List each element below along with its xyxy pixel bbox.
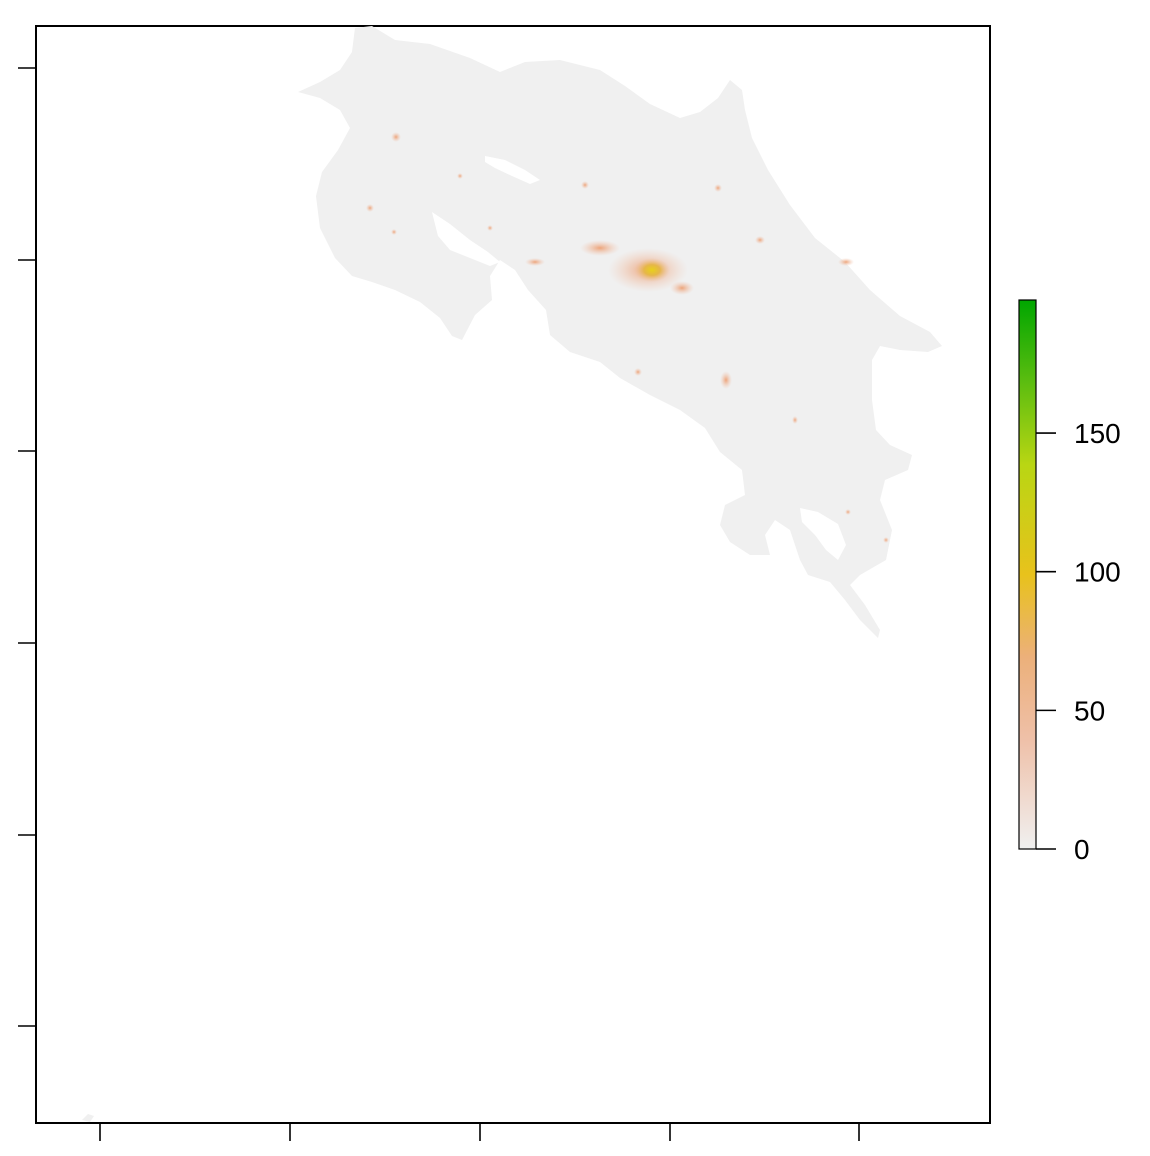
population-hotspots — [366, 132, 889, 543]
hotspot-golfito — [845, 509, 851, 515]
hotspot-puntarenas — [525, 258, 545, 266]
isla-del-coco — [82, 1114, 94, 1122]
legend-tick-label: 0 — [1074, 834, 1090, 865]
y-axis-ticks — [18, 67, 36, 1027]
hotspot-guapiles — [755, 236, 765, 244]
legend-ticks: 0 50 100 150 — [1036, 418, 1121, 865]
hotspot-ciudad-neily — [883, 537, 889, 543]
hotspot-north-caribbean — [714, 184, 722, 192]
plot-frame — [35, 25, 991, 1124]
hotspot-liberia — [391, 132, 401, 142]
hotspot-nicoya — [366, 204, 374, 212]
hotspot-perez-zeledon — [720, 371, 732, 389]
hotspot-central-valley-west — [580, 240, 620, 256]
hotspot-central-valley-east — [670, 281, 694, 295]
hotspot-canas — [457, 173, 463, 179]
lake-arenal — [485, 156, 540, 184]
hotspot-ciudad-quesada — [581, 181, 589, 189]
gulf-of-nicoya — [432, 212, 500, 266]
legend-color-bar — [1018, 299, 1037, 850]
hotspot-gulf-town — [487, 225, 493, 231]
hotspot-santa-cruz — [391, 229, 397, 235]
legend-tick-label: 100 — [1074, 557, 1121, 588]
hotspot-buenos-aires — [792, 416, 798, 424]
hotspot-quepos — [634, 368, 642, 376]
x-axis-ticks — [99, 1123, 860, 1141]
hotspot-limon — [838, 258, 854, 266]
legend-tick-label: 150 — [1074, 418, 1121, 449]
golfo-dulce — [800, 508, 846, 560]
country-landmass — [82, 26, 942, 1122]
hotspot-central-valley-core — [634, 258, 670, 282]
legend-tick-label: 50 — [1074, 695, 1105, 726]
color-legend: 0 50 100 150 — [1018, 299, 1121, 865]
